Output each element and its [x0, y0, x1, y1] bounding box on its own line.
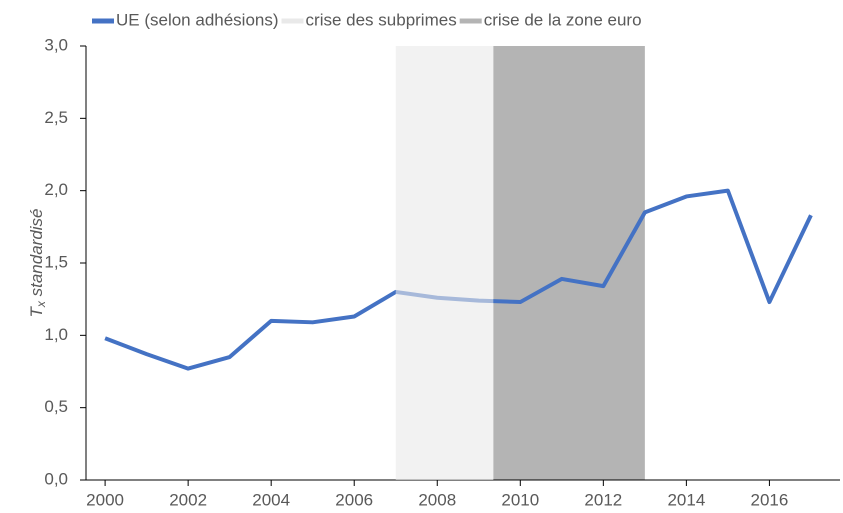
- legend-label: crise de la zone euro: [484, 10, 642, 29]
- x-tick-label: 2008: [418, 490, 456, 509]
- y-tick-label: 3,0: [44, 35, 68, 54]
- y-tick-label: 0,0: [44, 469, 68, 488]
- y-tick-label: 1,5: [44, 252, 68, 271]
- x-tick-label: 2004: [252, 490, 290, 509]
- y-tick-label: 1,0: [44, 325, 68, 344]
- y-tick-label: 2,0: [44, 180, 68, 199]
- x-tick-label: 2010: [501, 490, 539, 509]
- y-label-subscript: x: [34, 300, 48, 308]
- period-band: [493, 46, 645, 480]
- y-tick-label: 0,5: [44, 397, 68, 416]
- x-tick-label: 2012: [584, 490, 622, 509]
- x-tick-label: 2002: [169, 490, 207, 509]
- x-tick-label: 2014: [667, 490, 705, 509]
- x-tick-label: 2000: [86, 490, 124, 509]
- x-tick-label: 2016: [751, 490, 789, 509]
- legend-label: UE (selon adhésions): [116, 10, 279, 29]
- legend-label: crise des subprimes: [306, 10, 457, 29]
- period-band: [395, 46, 494, 480]
- y-label-part: standardisé: [27, 208, 46, 301]
- x-tick-label: 2006: [335, 490, 373, 509]
- y-label-part: T: [27, 306, 46, 318]
- y-tick-label: 2,5: [44, 108, 68, 127]
- y-axis-label: Tx standardisé: [27, 208, 48, 317]
